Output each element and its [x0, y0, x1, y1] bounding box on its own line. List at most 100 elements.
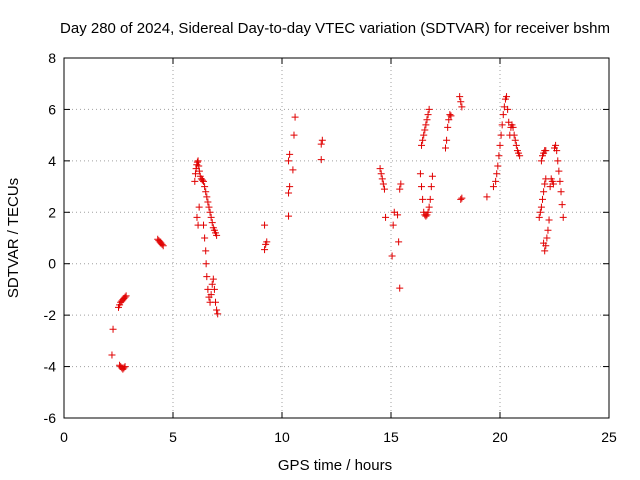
- data-point: [382, 213, 390, 221]
- data-point: [510, 131, 518, 139]
- data-point: [285, 212, 293, 220]
- data-point: [497, 131, 505, 139]
- y-tick-label: 4: [48, 153, 56, 169]
- data-point: [212, 298, 220, 306]
- data-point: [426, 195, 434, 203]
- data-point: [539, 195, 547, 203]
- data-point: [499, 111, 507, 119]
- data-point: [285, 157, 293, 165]
- data-point: [496, 141, 504, 149]
- data-point: [397, 180, 405, 188]
- data-point: [425, 203, 433, 211]
- data-point: [419, 136, 427, 144]
- x-tick-label: 5: [169, 429, 177, 445]
- data-point: [200, 177, 208, 185]
- chart-title: Day 280 of 2024, Sidereal Day-to-day VTE…: [60, 20, 610, 37]
- data-point: [261, 246, 269, 254]
- data-point: [423, 116, 431, 124]
- data-point: [121, 363, 129, 371]
- data-point: [377, 170, 385, 178]
- data-point: [201, 183, 209, 191]
- data-point: [202, 260, 210, 268]
- y-tick-label: 8: [48, 50, 56, 66]
- data-point: [556, 177, 564, 185]
- data-point: [286, 183, 294, 191]
- data-point: [396, 185, 404, 193]
- data-point: [541, 180, 549, 188]
- data-point: [289, 166, 297, 174]
- data-point: [203, 193, 211, 201]
- data-point: [194, 157, 202, 165]
- data-point: [317, 140, 325, 148]
- data-point: [446, 111, 454, 119]
- data-point: [420, 131, 428, 139]
- data-point: [122, 292, 130, 300]
- data-point: [541, 247, 549, 255]
- data-point: [457, 195, 465, 203]
- x-tick-label: 10: [274, 429, 290, 445]
- data-point: [543, 234, 551, 242]
- y-axis: -6 -4 -2 0 2 4 6 8: [44, 50, 609, 426]
- data-point: [542, 147, 550, 155]
- data-point: [209, 275, 217, 283]
- data-point: [201, 234, 209, 242]
- data-point: [458, 194, 466, 202]
- data-point: [204, 198, 212, 206]
- data-point: [552, 141, 560, 149]
- x-axis-label: GPS time / hours: [278, 457, 392, 474]
- data-point: [457, 98, 465, 106]
- data-point: [458, 103, 466, 111]
- data-point: [558, 201, 566, 209]
- data-point: [516, 152, 524, 160]
- data-point: [389, 221, 397, 229]
- data-point: [207, 291, 215, 299]
- data-point: [380, 185, 388, 193]
- data-point: [158, 240, 166, 248]
- data-point: [419, 195, 427, 203]
- data-point: [214, 310, 222, 318]
- data-point: [545, 216, 553, 224]
- data-point: [494, 162, 502, 170]
- grid: [64, 58, 609, 418]
- x-tick-label: 20: [492, 429, 508, 445]
- data-point: [535, 213, 543, 221]
- data-point: [198, 176, 206, 184]
- data-point: [376, 165, 384, 173]
- data-point: [559, 213, 567, 221]
- data-point: [394, 211, 402, 219]
- data-point: [120, 364, 128, 372]
- data-point: [503, 93, 511, 101]
- data-point: [553, 147, 561, 155]
- data-point: [290, 131, 298, 139]
- data-point: [512, 141, 520, 149]
- data-point: [418, 183, 426, 191]
- data-point: [554, 157, 562, 165]
- data-point: [396, 284, 404, 292]
- data-point: [286, 150, 294, 158]
- data-point: [555, 167, 563, 175]
- data-point: [195, 162, 203, 170]
- data-point: [416, 170, 424, 178]
- x-tick-label: 0: [60, 429, 68, 445]
- y-tick-label: 0: [48, 256, 56, 272]
- data-point: [195, 203, 203, 211]
- x-tick-label: 25: [601, 429, 617, 445]
- data-point: [388, 252, 396, 260]
- data-point: [395, 238, 403, 246]
- data-point: [208, 219, 216, 227]
- data-point: [200, 221, 208, 229]
- data-point: [207, 213, 215, 221]
- x-tick-label: 15: [383, 429, 399, 445]
- data-point: [504, 105, 512, 113]
- data-point: [191, 177, 199, 185]
- data-point: [204, 285, 212, 293]
- data-point: [509, 123, 517, 131]
- data-point: [427, 183, 435, 191]
- data-point: [213, 231, 221, 239]
- data-point: [191, 170, 199, 178]
- data-point: [159, 242, 167, 250]
- data-point: [483, 193, 491, 201]
- data-point: [421, 126, 429, 134]
- data-point: [318, 136, 326, 144]
